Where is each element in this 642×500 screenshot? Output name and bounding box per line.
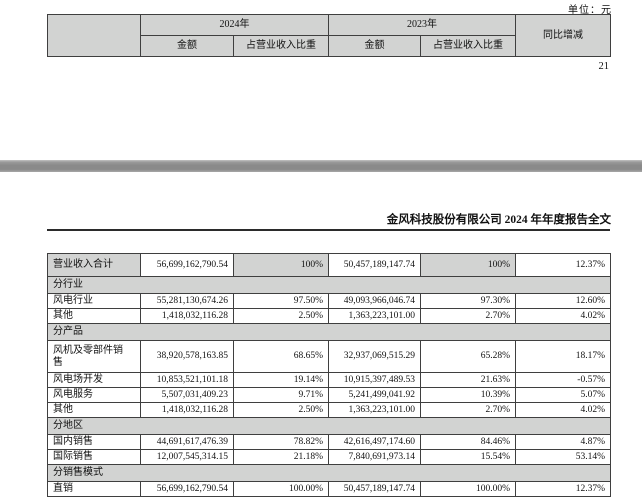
- amount-2024-cell: 44,691,617,476.39: [140, 434, 234, 450]
- section-label-cell: 分产品: [47, 323, 611, 341]
- row-label-cell: 风电行业: [47, 293, 141, 309]
- row-label-cell: 营业收入合计: [47, 253, 141, 277]
- header-year-2023: 2023年: [328, 14, 516, 36]
- row-label-cell: 其他: [47, 402, 141, 418]
- amount-2024-cell: 1,418,032,116.28: [140, 402, 234, 418]
- row-label-cell: 国际销售: [47, 449, 141, 465]
- row-turbine-parts-sales: 风机及零部件销售 38,920,578,163.85 68.65% 32,937…: [47, 340, 611, 373]
- ratio-2023-cell: 10.39%: [420, 387, 516, 403]
- amount-2023-cell: 10,915,397,489.53: [328, 372, 421, 388]
- yoy-cell: 5.07%: [515, 387, 611, 403]
- title-rule: [47, 229, 610, 231]
- header-year-2024: 2024年: [140, 14, 329, 36]
- amount-2023-cell: 5,241,499,041.92: [328, 387, 421, 403]
- amount-2023-cell: 1,363,223,101.00: [328, 402, 421, 418]
- ratio-2023-cell: 100%: [420, 253, 516, 277]
- row-label-cell: 风机及零部件销售: [47, 340, 141, 373]
- ratio-2024-cell: 100%: [233, 253, 329, 277]
- amount-2023-cell: 1,363,223,101.00: [328, 308, 421, 324]
- amount-2023-cell: 50,457,189,147.74: [328, 481, 421, 497]
- row-label-cell: 风电服务: [47, 387, 141, 403]
- row-label-cell: 国内销售: [47, 434, 141, 450]
- ratio-2024-cell: 78.82%: [233, 434, 329, 450]
- ratio-2024-cell: 9.71%: [233, 387, 329, 403]
- yoy-cell: 4.02%: [515, 402, 611, 418]
- revenue-breakdown-table: 营业收入合计 56,699,162,790.54 100% 50,457,189…: [47, 253, 611, 497]
- yoy-cell: 4.02%: [515, 308, 611, 324]
- amount-2023-cell: 49,093,966,046.74: [328, 293, 421, 309]
- section-label-cell: 分销售模式: [47, 464, 611, 482]
- amount-2024-cell: 1,418,032,116.28: [140, 308, 234, 324]
- row-international-sales: 国际销售 12,007,545,314.15 21.18% 7,840,691,…: [47, 449, 611, 465]
- row-revenue-total: 营业收入合计 56,699,162,790.54 100% 50,457,189…: [47, 253, 611, 277]
- report-title: 金风科技股份有限公司 2024 年年度报告全文: [386, 214, 611, 226]
- row-other-product: 其他 1,418,032,116.28 2.50% 1,363,223,101.…: [47, 402, 611, 418]
- amount-2023-cell: 7,840,691,973.14: [328, 449, 421, 465]
- yoy-cell: 12.60%: [515, 293, 611, 309]
- ratio-2024-cell: 21.18%: [233, 449, 329, 465]
- yoy-cell: -0.57%: [515, 372, 611, 388]
- ratio-2024-cell: 2.50%: [233, 402, 329, 418]
- amount-2024-cell: 56,699,162,790.54: [140, 253, 234, 277]
- ratio-2023-cell: 84.46%: [420, 434, 516, 450]
- column-header-table: 2024年 2023年 同比增减 金额 占营业收入比重 金额 占营业收入比重: [47, 14, 611, 57]
- header-amount-2024-cell: 金额: [140, 35, 234, 57]
- row-label-cell: 直销: [47, 481, 141, 497]
- yoy-cell: 18.17%: [515, 340, 611, 373]
- yoy-cell: 4.87%: [515, 434, 611, 450]
- row-by-product: 分产品: [47, 323, 611, 341]
- ratio-2024-cell: 97.50%: [233, 293, 329, 309]
- section-label-cell: 分地区: [47, 417, 611, 435]
- header-amount-2023-cell: 金额: [328, 35, 421, 57]
- row-by-region: 分地区: [47, 417, 611, 435]
- header-yoy-cell: 同比增减: [515, 14, 611, 57]
- header-row-years: 2024年 2023年 同比增减: [47, 14, 611, 57]
- row-by-sales-model: 分销售模式: [47, 464, 611, 482]
- row-wind-power-service: 风电服务 5,507,031,409.23 9.71% 5,241,499,04…: [47, 387, 611, 403]
- yoy-cell: 53.14%: [515, 449, 611, 465]
- amount-2023-cell: 32,937,069,515.29: [328, 340, 421, 373]
- row-other-industry: 其他 1,418,032,116.28 2.50% 1,363,223,101.…: [47, 308, 611, 324]
- amount-2024-cell: 5,507,031,409.23: [140, 387, 234, 403]
- page-number: 21: [598, 61, 610, 72]
- ratio-2023-cell: 2.70%: [420, 402, 516, 418]
- ratio-2023-cell: 97.30%: [420, 293, 516, 309]
- unit-label: 单位：元: [568, 5, 612, 16]
- row-direct-sales: 直销 56,699,162,790.54 100.00% 50,457,189,…: [47, 481, 611, 497]
- ratio-2023-cell: 15.54%: [420, 449, 516, 465]
- amount-2023-cell: 42,616,497,174.60: [328, 434, 421, 450]
- row-wind-farm-development: 风电场开发 10,853,521,101.18 19.14% 10,915,39…: [47, 372, 611, 388]
- row-domestic-sales: 国内销售 44,691,617,476.39 78.82% 42,616,497…: [47, 434, 611, 450]
- amount-2023-cell: 50,457,189,147.74: [328, 253, 421, 277]
- amount-2024-cell: 56,699,162,790.54: [140, 481, 234, 497]
- row-by-industry: 分行业: [47, 276, 611, 294]
- yoy-cell: 12.37%: [515, 253, 611, 277]
- amount-2024-cell: 38,920,578,163.85: [140, 340, 234, 373]
- ratio-2024-cell: 19.14%: [233, 372, 329, 388]
- ratio-2023-cell: 21.63%: [420, 372, 516, 388]
- ratio-2023-cell: 2.70%: [420, 308, 516, 324]
- header-empty-cell: [47, 14, 141, 57]
- ratio-2024-cell: 2.50%: [233, 308, 329, 324]
- amount-2024-cell: 10,853,521,101.18: [140, 372, 234, 388]
- amount-2024-cell: 12,007,545,314.15: [140, 449, 234, 465]
- row-label-cell: 风电场开发: [47, 372, 141, 388]
- page-divider-bar: [0, 160, 642, 172]
- row-label-cell: 其他: [47, 308, 141, 324]
- header-ratio-2024-cell: 占营业收入比重: [233, 35, 329, 57]
- amount-2024-cell: 55,281,130,674.26: [140, 293, 234, 309]
- header-row-subcolumns: 金额 占营业收入比重 金额 占营业收入比重: [48, 35, 611, 57]
- ratio-2023-cell: 100.00%: [420, 481, 516, 497]
- row-wind-power-industry: 风电行业 55,281,130,674.26 97.50% 49,093,966…: [47, 293, 611, 309]
- section-label-cell: 分行业: [47, 276, 611, 294]
- header-ratio-2023-cell: 占营业收入比重: [420, 35, 516, 57]
- yoy-cell: 12.37%: [515, 481, 611, 497]
- ratio-2024-cell: 68.65%: [233, 340, 329, 373]
- ratio-2023-cell: 65.28%: [420, 340, 516, 373]
- ratio-2024-cell: 100.00%: [233, 481, 329, 497]
